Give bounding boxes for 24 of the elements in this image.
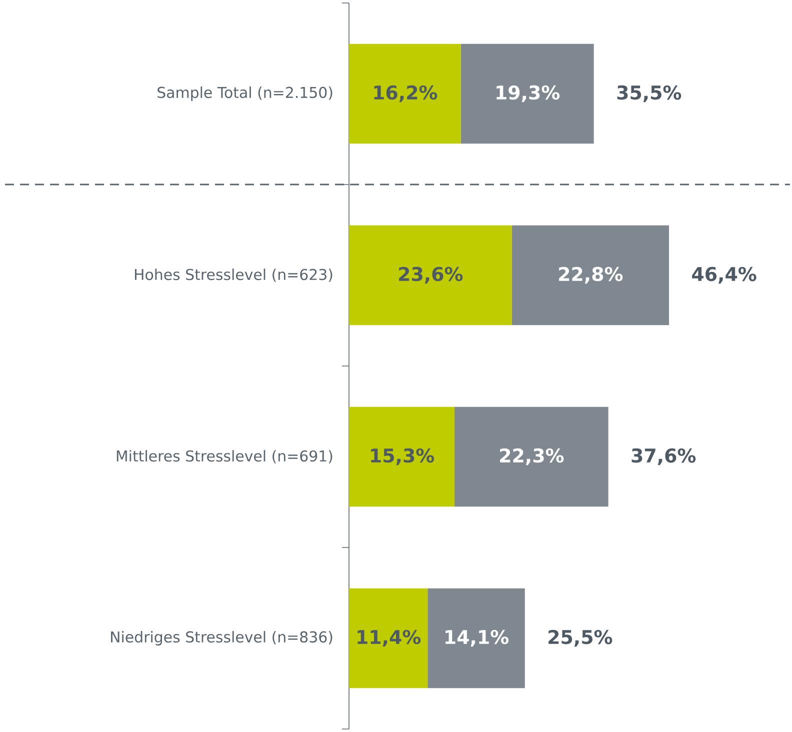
bar xyxy=(349,588,428,688)
bar xyxy=(349,225,512,326)
data-label: 11,4% xyxy=(358,630,421,647)
bar xyxy=(460,44,594,144)
data-label: 15,3% xyxy=(371,448,434,466)
bar xyxy=(428,588,525,688)
bar xyxy=(512,225,670,326)
bar xyxy=(349,406,455,507)
y-tick-label: Niedriges Stresslevel (n=836) xyxy=(111,631,332,646)
data-label: 23,6% xyxy=(399,266,463,284)
y-tick-label: Sample Total (n=2.150) xyxy=(158,86,332,101)
total-label: 35,5% xyxy=(617,85,682,102)
total-label: 46,4% xyxy=(692,266,756,284)
bar xyxy=(454,406,608,507)
data-label: 22,3% xyxy=(500,448,564,466)
y-tick-label: Mittleres Stresslevel (n=691) xyxy=(116,450,332,464)
y-tick-label: Hohes Stresslevel (n=623) xyxy=(134,268,332,282)
data-label: 19,3% xyxy=(496,85,560,102)
total-label: 25,5% xyxy=(548,630,612,647)
data-label: 14,1% xyxy=(446,630,508,647)
data-label: 22,8% xyxy=(559,266,623,284)
data-label: 16,2% xyxy=(374,85,438,102)
total-label: 37,6% xyxy=(632,448,696,466)
bar xyxy=(349,44,461,144)
